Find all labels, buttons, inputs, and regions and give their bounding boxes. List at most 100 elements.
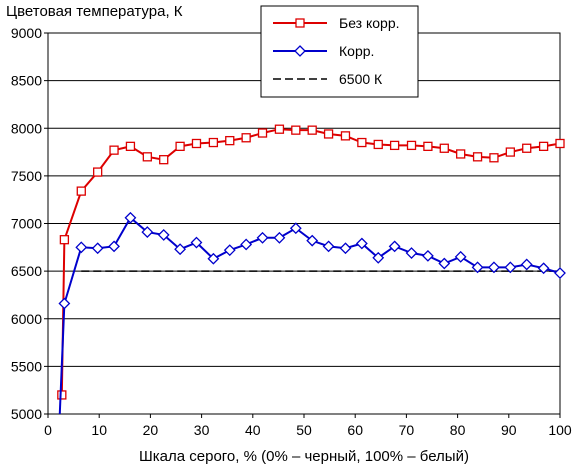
- x-tick-label: 100: [548, 422, 572, 438]
- data-point: [257, 128, 268, 138]
- data-point: [289, 222, 302, 235]
- data-point: [256, 231, 269, 244]
- y-tick-label: 8500: [11, 73, 42, 89]
- x-tick-label: 50: [296, 422, 312, 438]
- data-point: [323, 129, 334, 139]
- y-tick-label: 6500: [11, 263, 42, 279]
- data-point: [538, 141, 549, 151]
- legend-item: Корр.: [273, 43, 374, 59]
- data-point: [438, 257, 451, 270]
- data-point: [108, 240, 120, 253]
- legend-item: Без корр.: [273, 15, 400, 31]
- y-tick-label: 9000: [11, 25, 42, 41]
- data-point: [488, 261, 500, 274]
- y-tick-label: 8000: [11, 120, 42, 136]
- data-point: [174, 243, 187, 256]
- data-point: [307, 125, 317, 135]
- data-point: [190, 236, 203, 249]
- data-point: [125, 141, 136, 151]
- x-axis: 0 10 20 30 40 50 60 70 80 90 100: [44, 414, 572, 438]
- data-point: [159, 155, 169, 165]
- data-point: [223, 244, 236, 257]
- x-tick-label: 80: [450, 422, 466, 438]
- y-tick-label: 7000: [11, 216, 42, 232]
- data-point: [157, 229, 170, 241]
- data-point: [295, 18, 305, 28]
- data-point: [522, 143, 532, 153]
- data-point: [294, 45, 306, 57]
- series-0: [57, 124, 565, 400]
- legend-label: Без корр.: [339, 15, 400, 31]
- data-point: [357, 137, 367, 148]
- x-tick-label: 30: [194, 422, 210, 438]
- data-point: [306, 234, 319, 247]
- data-point: [274, 124, 285, 134]
- data-point: [373, 139, 383, 150]
- series-1: [58, 211, 566, 415]
- series-line: [58, 216, 561, 415]
- data-point: [225, 135, 235, 146]
- data-point: [322, 240, 335, 253]
- y-tick-label: 5000: [11, 406, 42, 422]
- data-point: [93, 167, 103, 177]
- data-point: [141, 226, 154, 238]
- data-point: [472, 152, 483, 162]
- x-tick-label: 20: [143, 422, 159, 438]
- data-point: [57, 390, 67, 400]
- data-point: [207, 252, 220, 265]
- x-tick-label: 90: [501, 422, 517, 438]
- data-point: [406, 140, 417, 151]
- data-point: [124, 211, 137, 224]
- legend-label: 6500 К: [339, 71, 383, 87]
- x-tick-label: 10: [91, 422, 107, 438]
- x-axis-title: Шкала серого, % (0% – черный, 100% – бел…: [139, 448, 469, 465]
- data-point: [340, 131, 351, 141]
- data-point: [208, 137, 219, 148]
- data-point: [191, 138, 202, 149]
- x-tick-label: 60: [347, 422, 363, 438]
- data-point: [454, 250, 467, 263]
- y-axis-title: Цветовая температура, К: [6, 3, 183, 20]
- data-point: [355, 237, 368, 250]
- data-point: [109, 145, 119, 155]
- y-tick-label: 5500: [11, 358, 42, 374]
- data-point: [504, 261, 517, 274]
- data-point: [421, 249, 434, 262]
- legend-label: Корр.: [339, 43, 374, 59]
- data-point: [372, 251, 385, 264]
- x-tick-label: 70: [399, 422, 415, 438]
- series-layer: [57, 124, 566, 415]
- data-point: [142, 152, 152, 162]
- data-point: [76, 186, 86, 196]
- data-point: [555, 138, 565, 149]
- data-point: [471, 261, 484, 274]
- y-tick-label: 6000: [11, 311, 42, 327]
- data-point: [273, 231, 286, 244]
- data-point: [489, 153, 499, 163]
- data-point: [405, 247, 418, 259]
- data-point: [291, 125, 301, 135]
- data-point: [241, 133, 251, 143]
- x-tick-label: 40: [245, 422, 261, 438]
- data-point: [240, 238, 253, 251]
- data-point: [537, 262, 550, 275]
- data-point: [339, 242, 352, 255]
- data-point: [389, 140, 400, 151]
- data-point: [456, 149, 466, 159]
- series-line: [60, 128, 561, 395]
- legend: Без корр. Корр. 6500 К: [260, 5, 419, 98]
- data-point: [520, 258, 533, 271]
- data-point: [58, 297, 71, 310]
- y-axis: 5000 5500 6000 6500 7000 7500 8000 8500 9000: [11, 25, 48, 422]
- data-point: [505, 147, 515, 157]
- data-point: [423, 141, 433, 151]
- data-point: [75, 241, 88, 254]
- data-point: [175, 141, 185, 151]
- data-point: [59, 235, 70, 245]
- data-point: [439, 143, 449, 153]
- data-point: [388, 240, 401, 253]
- y-tick-label: 7500: [11, 168, 42, 184]
- data-point: [554, 267, 566, 279]
- data-point: [91, 242, 104, 255]
